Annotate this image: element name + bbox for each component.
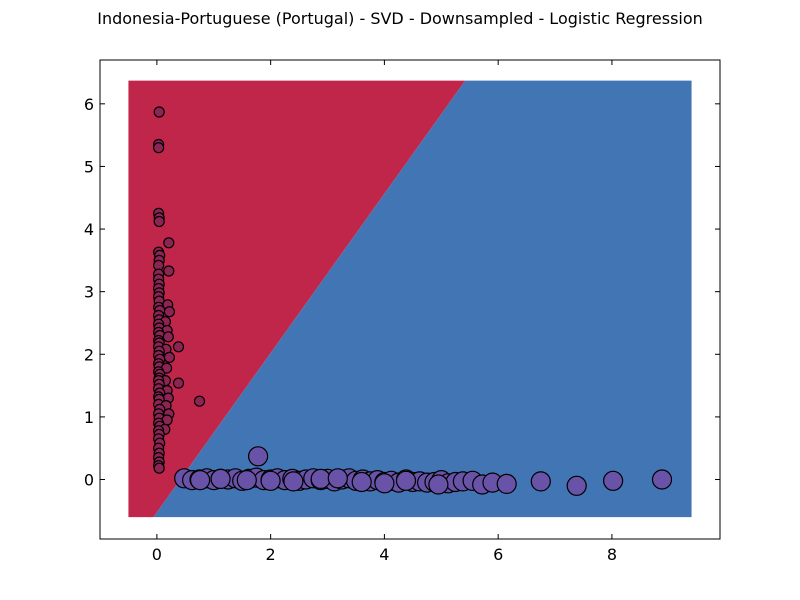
axis-ticks: 0 2 4 6 8 0 1 2 3 4 5 6 — [84, 60, 720, 564]
series-0-point — [153, 142, 165, 154]
series-1-point — [651, 469, 673, 490]
x-tick-label: 4 — [379, 545, 389, 564]
series-1-point — [190, 470, 211, 491]
series-0-point — [193, 395, 206, 407]
series-1-point — [395, 470, 417, 491]
series-1-point — [496, 473, 517, 494]
series-0-point — [153, 215, 165, 228]
y-tick-label: 0 — [84, 471, 94, 490]
series-1-point — [210, 468, 231, 489]
x-tick-label: 0 — [152, 545, 162, 564]
plot-frame — [99, 59, 721, 540]
series-1-point — [351, 471, 372, 493]
series-1-point — [374, 473, 395, 494]
series-1-point — [260, 470, 281, 491]
series-0-point — [172, 341, 185, 353]
series-1-point — [566, 475, 587, 496]
x-tick-label: 6 — [493, 545, 503, 564]
series-1-point — [327, 468, 348, 489]
region-class-right — [153, 80, 692, 518]
x-tick-label: 2 — [266, 545, 276, 564]
series-1-point — [248, 446, 269, 467]
series-1-point — [428, 474, 449, 495]
series-0-point — [153, 462, 165, 474]
series-1-point — [530, 471, 551, 492]
series-0-point — [163, 351, 175, 363]
series-1-point — [283, 471, 304, 492]
decision-regions — [128, 80, 692, 518]
series-1-point — [602, 470, 624, 491]
y-tick-label: 6 — [84, 95, 94, 114]
y-tick-label: 4 — [84, 220, 94, 239]
chart-title: Indonesia-Portuguese (Portugal) - SVD - … — [97, 9, 703, 28]
y-tick-label: 1 — [84, 408, 94, 427]
region-class-left — [128, 80, 466, 518]
y-tick-label: 5 — [84, 157, 94, 176]
series-0-point — [172, 377, 185, 389]
series-0-point — [153, 106, 165, 118]
y-tick-label: 3 — [84, 283, 94, 302]
series-0-point — [163, 306, 175, 318]
series-0-point — [162, 331, 174, 343]
x-tick-label: 8 — [607, 545, 617, 564]
scatter-points — [153, 106, 673, 496]
series-1-point — [310, 468, 331, 489]
series-0-point — [163, 265, 175, 277]
series-1-point — [236, 470, 257, 491]
y-tick-label: 2 — [84, 345, 94, 364]
series-0-point — [163, 237, 175, 249]
